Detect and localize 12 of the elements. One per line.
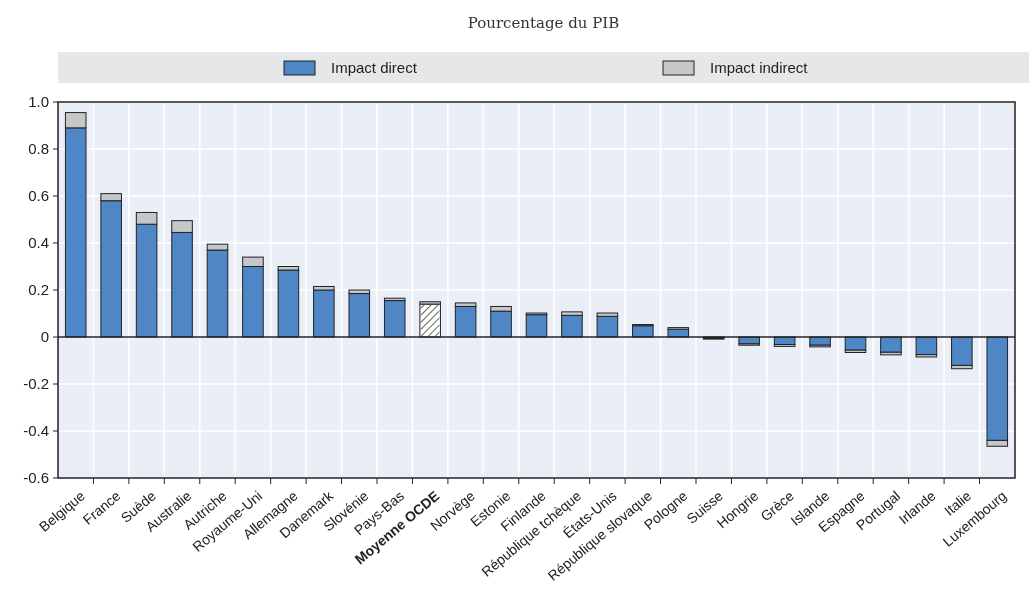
y-tick-label: 0.8	[28, 140, 49, 158]
legend-label: Impact direct	[331, 59, 418, 76]
y-tick-label: 1.0	[28, 93, 49, 111]
y-tick-label: -0.4	[23, 422, 49, 440]
y-tick-label: 0.6	[28, 187, 49, 205]
y-tick-label: 0.4	[28, 234, 49, 252]
legend-label: Impact indirect	[710, 59, 809, 76]
chart-subtitle: Pourcentage du PIB	[467, 14, 620, 32]
y-tick-label: -0.2	[23, 375, 49, 393]
y-tick-label: 0.2	[28, 281, 49, 299]
y-tick-label: 0	[40, 328, 49, 346]
y-tick-label: -0.6	[23, 469, 49, 487]
